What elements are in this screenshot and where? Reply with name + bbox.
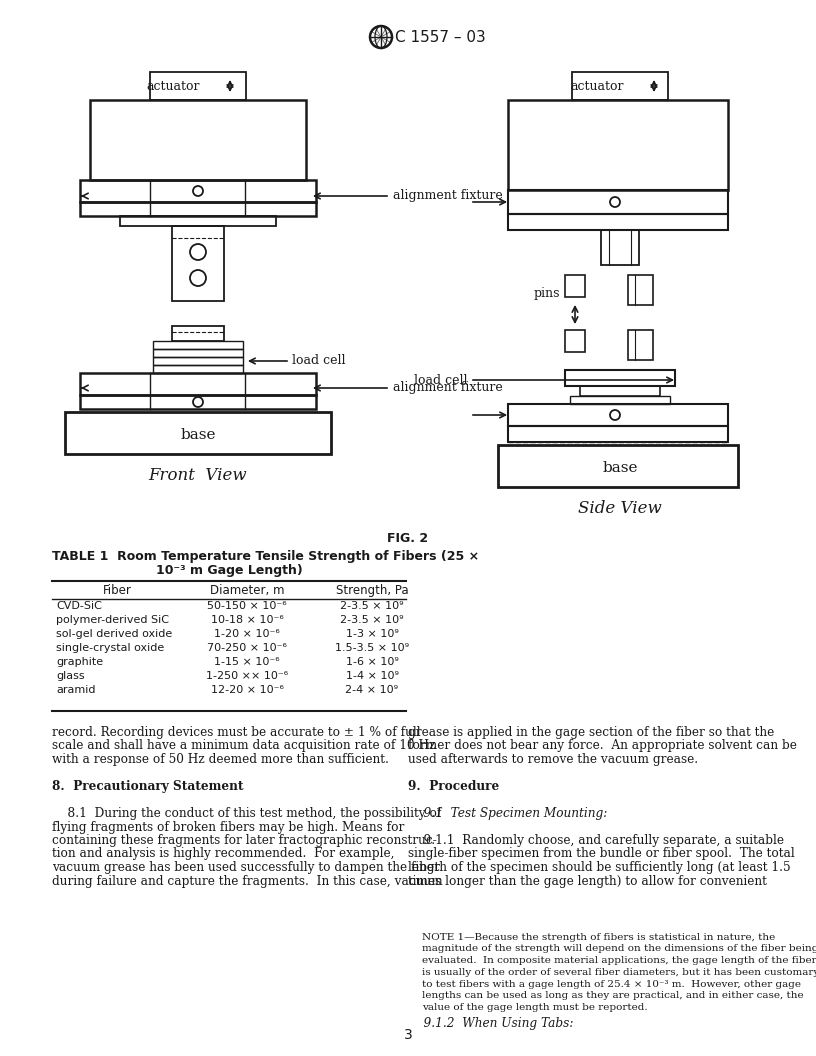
Bar — [80, 395, 316, 409]
Bar — [120, 216, 276, 226]
Text: tion and analysis is highly recommended.  For example,: tion and analysis is highly recommended.… — [52, 848, 394, 861]
Text: 12-20 × 10⁻⁶: 12-20 × 10⁻⁶ — [211, 685, 283, 695]
Text: 1-3 × 10⁹: 1-3 × 10⁹ — [345, 629, 398, 639]
Text: evaluated.  In composite material applications, the gage length of the fiber: evaluated. In composite material applica… — [422, 956, 816, 965]
Text: 2-3.5 × 10⁹: 2-3.5 × 10⁹ — [340, 615, 404, 625]
Text: flying fragments of broken fibers may be high. Means for: flying fragments of broken fibers may be… — [52, 821, 405, 833]
Text: pins: pins — [534, 287, 560, 301]
Text: scale and shall have a minimum data acquisition rate of 10 Hz: scale and shall have a minimum data acqu… — [52, 739, 436, 753]
Text: former does not bear any force.  An appropriate solvent can be: former does not bear any force. An appro… — [408, 739, 797, 753]
Text: 8.  Precautionary Statement: 8. Precautionary Statement — [52, 780, 243, 793]
Text: Strength, Pa: Strength, Pa — [335, 584, 408, 597]
Bar — [565, 275, 585, 297]
Bar — [508, 190, 728, 214]
Bar — [508, 100, 728, 190]
Text: Diameter, m: Diameter, m — [210, 584, 284, 597]
Bar — [565, 370, 675, 386]
Text: vacuum grease has been used successfully to dampen the fiber: vacuum grease has been used successfully… — [52, 861, 440, 874]
Bar — [601, 230, 639, 265]
Bar — [570, 396, 670, 404]
Text: NOTE 1—Because the strength of fibers is statistical in nature, the: NOTE 1—Because the strength of fibers is… — [422, 932, 775, 942]
Text: 9.1.1  Randomly choose, and carefully separate, a suitable: 9.1.1 Randomly choose, and carefully sep… — [408, 834, 784, 847]
Bar — [153, 341, 243, 348]
Text: during failure and capture the fragments.  In this case, vacuum: during failure and capture the fragments… — [52, 874, 443, 887]
Bar — [628, 329, 653, 360]
Text: TABLE 1  Room Temperature Tensile Strength of Fibers (25 ×: TABLE 1 Room Temperature Tensile Strengt… — [52, 550, 479, 563]
Text: glass: glass — [56, 671, 85, 681]
Text: lengths can be used as long as they are practical, and in either case, the: lengths can be used as long as they are … — [422, 992, 804, 1000]
Text: Front  View: Front View — [149, 467, 247, 484]
Text: 10-18 × 10⁻⁶: 10-18 × 10⁻⁶ — [211, 615, 283, 625]
Text: length of the specimen should be sufficiently long (at least 1.5: length of the specimen should be suffici… — [408, 861, 791, 874]
Text: CVD-SiC: CVD-SiC — [56, 601, 102, 611]
Bar — [90, 100, 306, 180]
Text: load cell: load cell — [292, 355, 345, 367]
Text: 9.  Procedure: 9. Procedure — [408, 780, 499, 793]
Text: alignment fixture: alignment fixture — [393, 189, 503, 203]
Text: 70-250 × 10⁻⁶: 70-250 × 10⁻⁶ — [207, 643, 287, 653]
Bar — [80, 373, 316, 395]
Text: polymer-derived SiC: polymer-derived SiC — [56, 615, 169, 625]
Bar — [572, 72, 668, 100]
Text: 1.5-3.5 × 10⁹: 1.5-3.5 × 10⁹ — [335, 643, 409, 653]
Text: 3: 3 — [404, 1027, 412, 1042]
Text: graphite: graphite — [56, 657, 103, 667]
Text: magnitude of the strength will depend on the dimensions of the fiber being: magnitude of the strength will depend on… — [422, 944, 816, 954]
Text: actuator: actuator — [146, 80, 200, 94]
Text: 1-6 × 10⁹: 1-6 × 10⁹ — [345, 657, 398, 667]
Text: record. Recording devices must be accurate to ± 1 % of full: record. Recording devices must be accura… — [52, 727, 420, 739]
Text: single-crystal oxide: single-crystal oxide — [56, 643, 164, 653]
Text: sol-gel derived oxide: sol-gel derived oxide — [56, 629, 172, 639]
Text: Side View: Side View — [578, 499, 662, 517]
Text: aramid: aramid — [56, 685, 95, 695]
Text: load cell: load cell — [415, 374, 468, 386]
Text: 1-15 × 10⁻⁶: 1-15 × 10⁻⁶ — [214, 657, 280, 667]
Text: 50-150 × 10⁻⁶: 50-150 × 10⁻⁶ — [207, 601, 286, 611]
Text: 1-250 ×× 10⁻⁶: 1-250 ×× 10⁻⁶ — [206, 671, 288, 681]
Text: base: base — [602, 461, 638, 475]
Text: used afterwards to remove the vacuum grease.: used afterwards to remove the vacuum gre… — [408, 753, 698, 766]
Text: value of the gage length must be reported.: value of the gage length must be reporte… — [422, 1003, 648, 1013]
Bar — [498, 445, 738, 487]
Text: 9.1  Test Specimen Mounting:: 9.1 Test Specimen Mounting: — [408, 807, 607, 821]
Bar — [628, 275, 653, 305]
Text: 9.1.2  When Using Tabs:: 9.1.2 When Using Tabs: — [408, 1017, 574, 1030]
Text: to test fibers with a gage length of 25.4 × 10⁻³ m.  However, other gage: to test fibers with a gage length of 25.… — [422, 980, 801, 988]
Text: 2-4 × 10⁹: 2-4 × 10⁹ — [345, 685, 398, 695]
Text: 2-3.5 × 10⁹: 2-3.5 × 10⁹ — [340, 601, 404, 611]
Text: 1-4 × 10⁹: 1-4 × 10⁹ — [345, 671, 398, 681]
Text: 10⁻³ m Gage Length): 10⁻³ m Gage Length) — [156, 564, 303, 577]
Bar — [153, 357, 243, 365]
Text: is usually of the order of several fiber diameters, but it has been customary: is usually of the order of several fiber… — [422, 968, 816, 977]
Text: alignment fixture: alignment fixture — [393, 381, 503, 395]
Text: C 1557 – 03: C 1557 – 03 — [395, 30, 486, 44]
Text: times longer than the gage length) to allow for convenient: times longer than the gage length) to al… — [408, 874, 767, 887]
Bar — [580, 386, 660, 396]
Text: FIG. 2: FIG. 2 — [388, 532, 428, 545]
Bar — [153, 365, 243, 373]
Bar — [508, 426, 728, 442]
Text: 8.1  During the conduct of this test method, the possibility of: 8.1 During the conduct of this test meth… — [52, 807, 441, 821]
Text: single-fiber specimen from the bundle or fiber spool.  The total: single-fiber specimen from the bundle or… — [408, 848, 795, 861]
Bar — [172, 326, 224, 341]
Bar — [80, 180, 316, 202]
Bar — [65, 412, 331, 454]
Text: Fiber: Fiber — [103, 584, 131, 597]
Bar — [80, 202, 316, 216]
Text: base: base — [180, 428, 215, 442]
Text: with a response of 50 Hz deemed more than sufficient.: with a response of 50 Hz deemed more tha… — [52, 753, 389, 766]
Text: containing these fragments for later fractographic reconstruc-: containing these fragments for later fra… — [52, 834, 437, 847]
Bar — [508, 214, 728, 230]
Text: grease is applied in the gage section of the fiber so that the: grease is applied in the gage section of… — [408, 727, 774, 739]
Bar — [565, 329, 585, 352]
Bar — [153, 348, 243, 357]
Text: 1-20 × 10⁻⁶: 1-20 × 10⁻⁶ — [214, 629, 280, 639]
Bar — [508, 404, 728, 426]
Bar — [150, 72, 246, 100]
Text: actuator: actuator — [570, 80, 623, 94]
Bar — [172, 226, 224, 301]
